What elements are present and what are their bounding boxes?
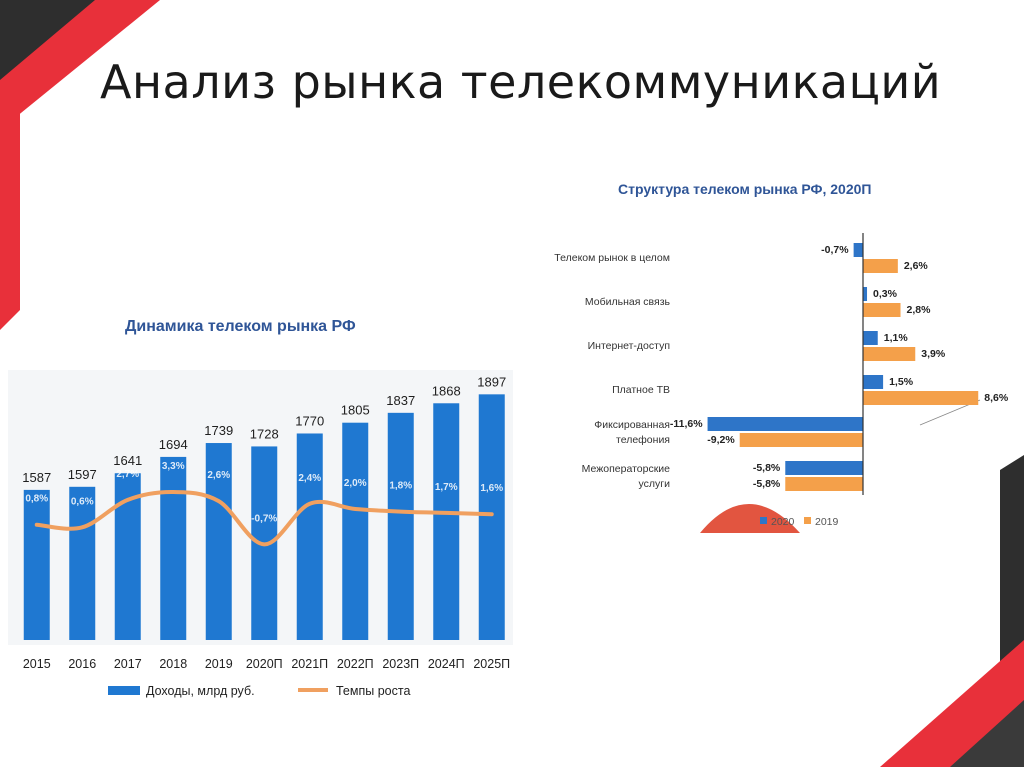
category-label-2: Интернет-доступ [588,340,670,352]
category-label-5-0: Межоператорские [582,463,671,475]
legend-label-2019: 2019 [815,516,839,528]
bar-2020-1 [863,287,868,301]
bar-2019-1 [863,303,901,317]
category-label-3: Платное ТВ [612,384,670,396]
bar-chart-title: Динамика телеком рынка РФ [125,318,356,335]
bar-2020-value-2: 1,1% [884,332,909,344]
growth-rate-label-0: 0,8% [25,494,48,505]
bar-value-label-6: 1770 [295,413,324,428]
growth-rate-label-9: 1,7% [435,482,458,493]
bar-value-label-7: 1805 [341,403,370,418]
bar-value-label-4: 1739 [204,423,233,438]
bar-2019-5 [785,477,863,491]
x-tick-label-1: 2016 [68,657,96,671]
growth-rate-label-7: 2,0% [344,478,367,489]
x-tick-label-8: 2023П [382,657,419,671]
legend-label-revenue: Доходы, млрд руб. [146,684,255,698]
structure-hbar-chart: Телеком рынок в целом -0,7% 2,6% Мобильная … [554,233,1009,533]
growth-rate-label-8: 1,8% [389,481,412,492]
bar-2020-4 [707,417,863,431]
bar-value-label-2: 1641 [113,453,142,468]
bar-value-label-1: 1597 [68,467,97,482]
left-red-strip [0,110,20,330]
bar-2019-value-2: 3,9% [921,348,946,360]
category-label-4-0: Фиксированная [594,419,670,431]
bar-2020-2 [863,331,878,345]
legend-label-growth: Темпы роста [336,684,410,698]
growth-rate-label-2: 2,7% [116,469,139,480]
bar-2020-value-4: -11,6% [670,418,703,430]
bar-2020-value-3: 1,5% [889,376,914,388]
bar-2019-value-3: 8,6% [984,392,1009,404]
pie-fragment [700,504,800,533]
bar-revenue-3 [160,456,187,640]
bar-revenue-4 [205,443,232,640]
x-tick-label-5: 2020П [246,657,283,671]
bar-2019-0 [863,259,898,273]
top-left-dark-band [0,0,95,80]
legend-label-2020: 2020 [771,516,795,528]
bar-revenue-7 [342,422,369,640]
slide-title: Анализ рынка телекоммуникаций [100,55,942,109]
bar-value-label-5: 1728 [250,426,279,441]
x-tick-label-4: 2019 [205,657,233,671]
growth-rate-label-5: -0,7% [251,513,277,524]
bar-2019-4 [739,433,863,447]
bar-2019-2 [863,347,916,361]
growth-rate-label-6: 2,4% [298,473,321,484]
growth-rate-label-10: 1,6% [480,483,503,494]
growth-rate-label-3: 3,3% [162,461,185,472]
bar-2020-value-0: -0,7% [821,244,849,256]
bar-2020-value-5: -5,8% [753,462,781,474]
bar-2019-value-4: -9,2% [707,434,735,446]
bar-2019-value-5: -5,8% [753,478,781,490]
x-tick-label-9: 2024П [428,657,465,671]
bar-revenue-8 [387,412,414,640]
bar-value-label-3: 1694 [159,437,188,452]
x-tick-label-3: 2018 [159,657,187,671]
bar-2020-5 [785,461,863,475]
bar-2020-0 [853,243,863,257]
growth-rate-label-1: 0,6% [71,496,94,507]
legend-swatch-2020 [760,517,767,524]
bar-value-label-0: 1587 [22,470,51,485]
x-tick-label-10: 2025П [473,657,510,671]
x-tick-label-6: 2021П [291,657,328,671]
legend-swatch-revenue [108,686,140,695]
x-tick-label-7: 2022П [337,657,374,671]
bar-value-label-9: 1868 [432,383,461,398]
bottom-right-dark-band [950,700,1024,767]
bar-2020-value-1: 0,3% [873,288,898,300]
bar-revenue-6 [296,433,323,640]
hbar-chart-title: Структура телеком рынка РФ, 2020П [618,181,872,197]
bar-revenue-0 [23,489,50,640]
bar-revenue-9 [433,403,460,640]
growth-rate-label-4: 2,6% [207,470,230,481]
bar-revenue-10 [478,394,505,640]
growth-rate-line [34,489,494,547]
category-label-1: Мобильная связь [585,296,671,308]
category-label-4-1: телефония [616,434,670,446]
bar-2019-3 [863,391,979,405]
category-label-0: Телеком рынок в целом [554,252,670,264]
x-tick-label-0: 2015 [23,657,51,671]
bar-revenue-1 [69,486,96,640]
bar-value-label-8: 1837 [386,393,415,408]
category-label-5-1: услуги [639,478,671,490]
x-tick-label-2: 2017 [114,657,142,671]
bar-2020-3 [863,375,884,389]
bar-2019-value-1: 2,8% [907,304,932,316]
bar-value-label-10: 1897 [477,374,506,389]
revenue-bar-chart: 1587 2015 1597 2016 1641 2017 1694 2018 1739 2019… [8,370,513,698]
bar-2019-value-0: 2,6% [904,260,929,272]
legend-swatch-2019 [804,517,811,524]
